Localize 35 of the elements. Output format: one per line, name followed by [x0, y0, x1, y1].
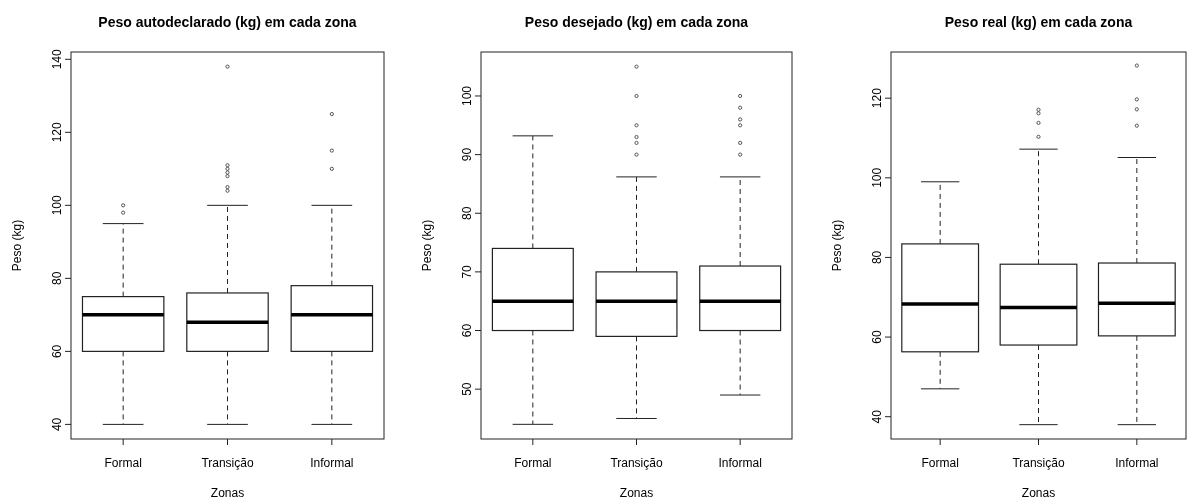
x-tick-label: Transição	[1012, 456, 1065, 470]
x-axis-title: Zonas	[210, 486, 245, 500]
y-tick-label: 80	[870, 250, 884, 265]
y-tick-label: 100	[460, 85, 474, 106]
y-axis-title: Peso (kg)	[420, 219, 434, 272]
x-axis-title: Zonas	[619, 486, 654, 500]
x-tick-label: Formal	[104, 456, 142, 470]
y-tick-label: 120	[50, 121, 64, 143]
chart-title: Peso desejado (kg) em cada zona	[524, 14, 749, 30]
x-tick-label: Informal	[310, 456, 354, 470]
x-tick-label: Formal	[514, 456, 552, 470]
y-tick-label: 40	[870, 409, 884, 424]
y-tick-label: 60	[460, 323, 474, 338]
y-tick-label: 60	[870, 330, 884, 344]
y-tick-label: 80	[50, 271, 64, 286]
chart-title: Peso real (kg) em cada zona	[944, 14, 1133, 30]
x-axis-title: Zonas	[1021, 486, 1056, 500]
y-axis-title: Peso (kg)	[830, 219, 844, 272]
chart-title: Peso autodeclarado (kg) em cada zona	[98, 14, 357, 30]
y-tick-label: 90	[460, 147, 474, 162]
y-tick-label: 70	[460, 264, 474, 279]
y-tick-label: 100	[50, 195, 64, 216]
y-tick-label: 140	[50, 48, 64, 70]
x-tick-label: Transição	[610, 456, 663, 470]
y-tick-label: 80	[460, 206, 474, 220]
y-tick-label: 120	[870, 87, 884, 109]
y-tick-label: 100	[870, 167, 884, 188]
y-tick-label: 60	[50, 344, 64, 359]
x-tick-label: Informal	[718, 456, 762, 470]
x-tick-label: Transição	[201, 456, 254, 470]
x-tick-label: Informal	[1115, 456, 1159, 470]
y-axis-title: Peso (kg)	[10, 219, 24, 272]
x-tick-label: Formal	[921, 456, 959, 470]
y-tick-label: 40	[50, 417, 64, 432]
y-tick-label: 50	[460, 382, 474, 396]
